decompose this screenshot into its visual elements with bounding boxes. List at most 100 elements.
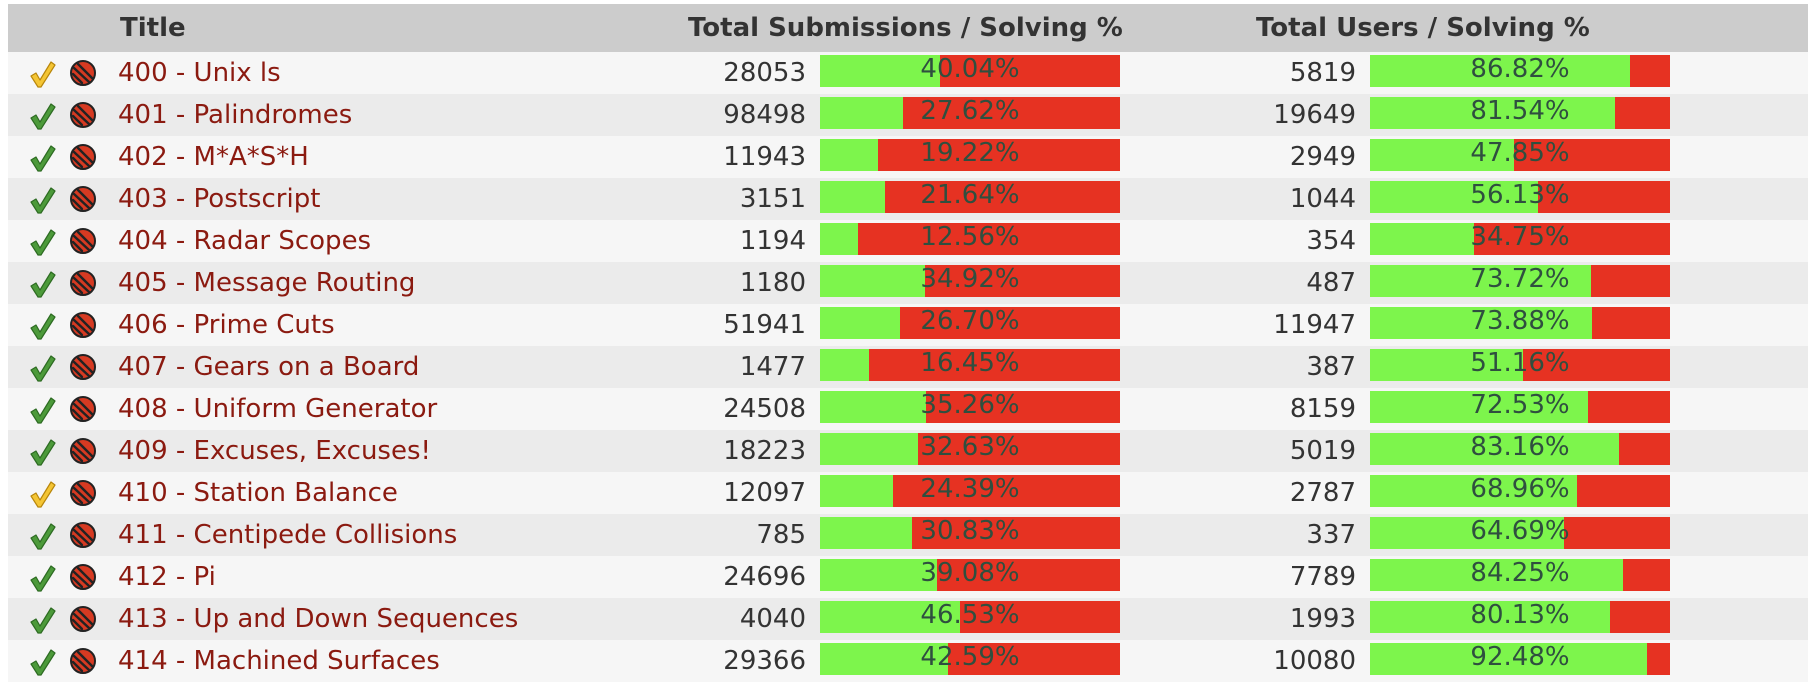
table-row: 406 - Prime Cuts 51941 26.70% 11947 73.88% (8, 304, 1808, 346)
green-check-icon (28, 647, 56, 677)
table-body: 400 - Unix ls 28053 40.04% 5819 86.82% 401 - … (8, 52, 1808, 682)
green-check-icon (28, 143, 56, 173)
submissions-solving-bar: 21.64% (820, 181, 1120, 213)
problem-title-link[interactable]: 401 - Palindromes (118, 100, 353, 130)
users-solving-bar: 56.13% (1370, 181, 1670, 213)
discuss-ball-icon[interactable] (69, 59, 97, 87)
problem-title-link[interactable]: 414 - Machined Surfaces (118, 646, 440, 676)
problem-title-link[interactable]: 411 - Centipede Collisions (118, 520, 458, 550)
problem-title-link[interactable]: 402 - M*A*S*H (118, 142, 309, 172)
discuss-ball-icon[interactable] (69, 563, 97, 591)
users-solving-percent: 47.85% (1470, 139, 1570, 168)
green-check-icon (28, 101, 56, 131)
submissions-solving-percent: 21.64% (920, 181, 1020, 210)
users-count: 5019 (1289, 436, 1356, 466)
title-column-header[interactable]: Title (120, 13, 186, 43)
table-row: 412 - Pi 24696 39.08% 7789 84.25% (8, 556, 1808, 598)
users-solving-fill (1370, 139, 1514, 171)
table-row: 401 - Palindromes 98498 27.62% 19649 81.54% (8, 94, 1808, 136)
discuss-ball-icon[interactable] (69, 101, 97, 129)
discuss-ball-icon[interactable] (69, 353, 97, 381)
discuss-ball-icon[interactable] (69, 185, 97, 213)
discuss-ball-icon[interactable] (69, 647, 97, 675)
submissions-solving-fill (820, 643, 948, 675)
submissions-solving-bar: 34.92% (820, 265, 1120, 297)
submissions-solving-fill (820, 265, 925, 297)
submissions-count: 1180 (739, 268, 806, 298)
problem-title-link[interactable]: 405 - Message Routing (118, 268, 416, 298)
submissions-solving-percent: 32.63% (920, 433, 1020, 462)
submissions-solving-bar: 35.26% (820, 391, 1120, 423)
users-count: 5819 (1289, 58, 1356, 88)
problem-title-link[interactable]: 412 - Pi (118, 562, 216, 592)
discuss-ball-icon[interactable] (69, 311, 97, 339)
problem-title-link[interactable]: 404 - Radar Scopes (118, 226, 372, 256)
problem-title-link[interactable]: 403 - Postscript (118, 184, 321, 214)
green-check-icon (28, 521, 56, 551)
users-count: 2949 (1289, 142, 1356, 172)
submissions-solving-fill (820, 475, 894, 507)
users-solving-bar: 86.82% (1370, 55, 1670, 87)
users-count: 8159 (1289, 394, 1356, 424)
problem-title-link[interactable]: 409 - Excuses, Excuses! (118, 436, 431, 466)
users-solving-fill (1370, 55, 1631, 87)
users-solving-percent: 81.54% (1470, 97, 1570, 126)
discuss-ball-icon[interactable] (69, 521, 97, 549)
table-row: 400 - Unix ls 28053 40.04% 5819 86.82% (8, 52, 1808, 94)
submissions-solving-bar: 19.22% (820, 139, 1120, 171)
users-solving-percent: 83.16% (1470, 433, 1570, 462)
submissions-count: 29366 (723, 646, 806, 676)
users-column-header[interactable]: Total Users / Solving % (1256, 13, 1590, 43)
table-row: 408 - Uniform Generator 24508 35.26% 8159 72… (8, 388, 1808, 430)
discuss-ball-icon[interactable] (69, 479, 97, 507)
submissions-solving-bar: 26.70% (820, 307, 1120, 339)
green-check-icon (28, 605, 56, 635)
submissions-count: 785 (756, 520, 806, 550)
users-solving-percent: 34.75% (1470, 223, 1570, 252)
users-solving-bar: 83.16% (1370, 433, 1670, 465)
users-solving-fill (1370, 391, 1588, 423)
users-solving-bar: 92.48% (1370, 643, 1670, 675)
submissions-solving-percent: 34.92% (920, 265, 1020, 294)
discuss-ball-icon[interactable] (69, 269, 97, 297)
problem-title-link[interactable]: 408 - Uniform Generator (118, 394, 438, 424)
users-count: 487 (1306, 268, 1356, 298)
discuss-ball-icon[interactable] (69, 143, 97, 171)
discuss-ball-icon[interactable] (69, 395, 97, 423)
submissions-solving-fill (820, 181, 885, 213)
submissions-solving-fill (820, 97, 903, 129)
submissions-solving-percent: 27.62% (920, 97, 1020, 126)
submissions-column-header[interactable]: Total Submissions / Solving % (688, 13, 1123, 43)
submissions-solving-percent: 12.56% (920, 223, 1020, 252)
submissions-count: 18223 (723, 436, 806, 466)
users-solving-bar: 51.16% (1370, 349, 1670, 381)
submissions-solving-bar: 42.59% (820, 643, 1120, 675)
users-count: 1044 (1289, 184, 1356, 214)
table-row: 410 - Station Balance 12097 24.39% 2787 68.9… (8, 472, 1808, 514)
submissions-solving-percent: 35.26% (920, 391, 1020, 420)
discuss-ball-icon[interactable] (69, 227, 97, 255)
problem-title-link[interactable]: 400 - Unix ls (118, 58, 281, 88)
users-solving-percent: 68.96% (1470, 475, 1570, 504)
table-row: 404 - Radar Scopes 1194 12.56% 354 34.75% (8, 220, 1808, 262)
yellow-check-icon (28, 59, 56, 89)
submissions-solving-percent: 46.53% (920, 601, 1020, 630)
problem-title-link[interactable]: 407 - Gears on a Board (118, 352, 420, 382)
users-solving-percent: 84.25% (1470, 559, 1570, 588)
problem-title-link[interactable]: 413 - Up and Down Sequences (118, 604, 519, 634)
table-row: 405 - Message Routing 1180 34.92% 487 73.72% (8, 262, 1808, 304)
submissions-solving-bar: 46.53% (820, 601, 1120, 633)
problem-title-link[interactable]: 410 - Station Balance (118, 478, 398, 508)
discuss-ball-icon[interactable] (69, 437, 97, 465)
users-solving-bar: 34.75% (1370, 223, 1670, 255)
users-solving-fill (1370, 601, 1611, 633)
problem-title-link[interactable]: 406 - Prime Cuts (118, 310, 335, 340)
submissions-count: 12097 (723, 478, 806, 508)
users-solving-bar: 73.72% (1370, 265, 1670, 297)
submissions-solving-bar: 12.56% (820, 223, 1120, 255)
users-solving-fill (1370, 223, 1475, 255)
discuss-ball-icon[interactable] (69, 605, 97, 633)
users-count: 337 (1306, 520, 1356, 550)
users-solving-fill (1370, 181, 1539, 213)
users-solving-fill (1370, 265, 1592, 297)
